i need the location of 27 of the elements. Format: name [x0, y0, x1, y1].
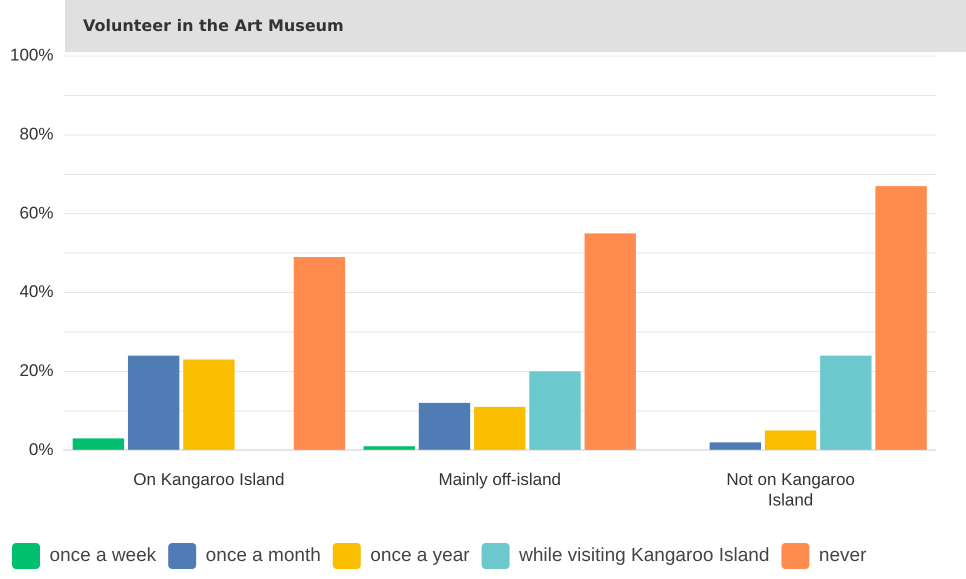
x-tick-label: Not on Kangaroo Island: [726, 470, 855, 510]
y-tick-label: 20%: [19, 361, 54, 380]
y-tick-label: 40%: [19, 282, 54, 302]
bar: [294, 257, 346, 450]
legend-label: once a week: [50, 545, 157, 566]
y-tick-label: 0%: [28, 440, 54, 459]
legend-label: once a month: [206, 545, 321, 566]
bar: [128, 356, 180, 450]
legend-label: never: [818, 545, 868, 566]
bar: [418, 402, 470, 450]
bar: [183, 360, 235, 450]
bar: [474, 406, 526, 450]
bar: [584, 233, 636, 450]
bar: [529, 371, 581, 450]
y-tick-label: 80%: [19, 124, 54, 144]
bar: [764, 430, 816, 450]
bar: [875, 186, 927, 450]
y-tick-label: 100%: [10, 46, 54, 65]
chart-title: Volunteer in the Art Museum: [65, 0, 966, 52]
x-tick-label: On Kangaroo Island: [133, 470, 285, 490]
bar: [72, 438, 124, 450]
legend-label: while visiting Kangaroo Island: [518, 545, 770, 566]
bar: [710, 442, 762, 450]
x-tick-label: Mainly off-island: [438, 470, 562, 490]
y-tick-label: 60%: [19, 203, 54, 222]
bar: [820, 356, 872, 450]
legend-label: once a year: [370, 545, 470, 566]
